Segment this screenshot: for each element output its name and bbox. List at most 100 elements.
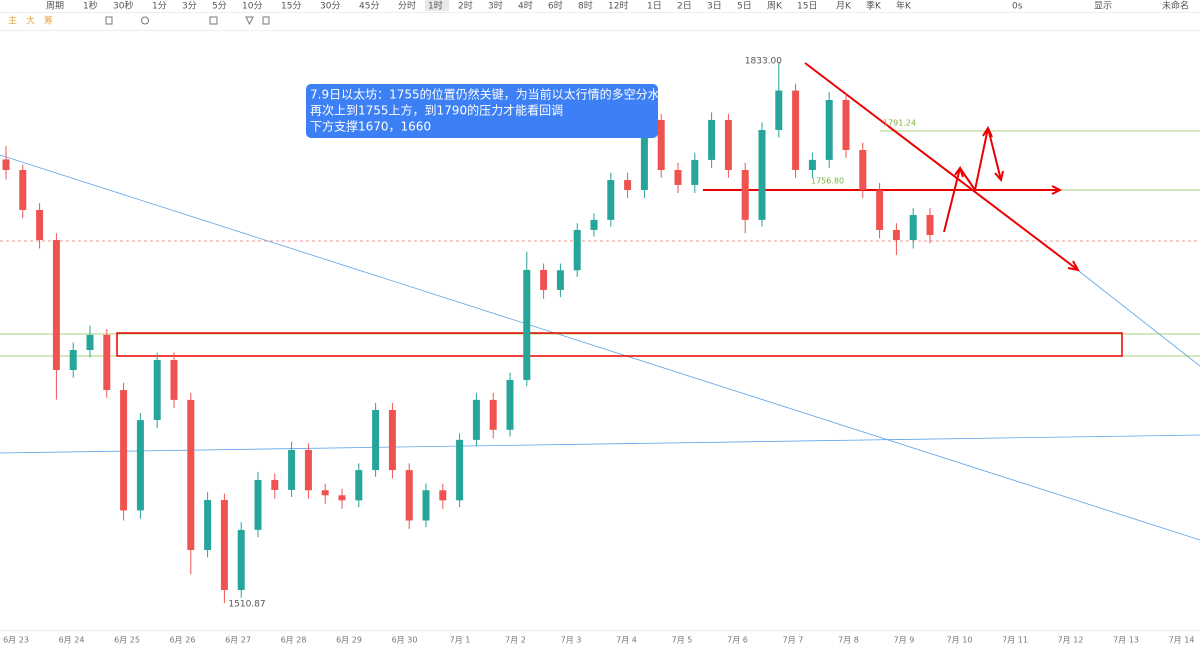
candle-body [624, 180, 632, 190]
interval-button[interactable]: 6时 [548, 0, 563, 12]
low-label: 1510.87 [228, 600, 265, 610]
candle-body [103, 334, 111, 390]
candle-body [204, 499, 212, 551]
interval-button[interactable]: 1日 [647, 1, 662, 12]
candle-body [456, 439, 464, 501]
candle-body [355, 470, 363, 501]
interval-button[interactable]: 5日 [737, 1, 752, 12]
tool-icon[interactable] [209, 16, 218, 25]
candle-body [19, 169, 27, 210]
trend-line [0, 434, 1200, 454]
candle-body [52, 240, 60, 371]
interval-button[interactable]: 季K [866, 0, 882, 12]
interval-button[interactable]: 30分 [320, 1, 340, 12]
interval-button[interactable]: 1分 [152, 1, 167, 12]
candle-body [842, 99, 850, 151]
x-tick-label: 7月 12 [1058, 636, 1084, 645]
candle-body [775, 90, 783, 131]
tab[interactable]: 主 [8, 15, 17, 27]
toolbar-right-item[interactable]: 0s [1012, 2, 1023, 12]
candle-body [170, 359, 178, 400]
interval-button[interactable]: 45分 [359, 1, 379, 12]
toolbar-right-item[interactable]: 未命名 [1162, 0, 1189, 12]
x-tick-label: 7月 11 [1002, 636, 1028, 645]
candle-body [909, 214, 917, 241]
interval-button[interactable]: 5分 [212, 1, 227, 12]
interval-button[interactable]: 30秒 [113, 0, 133, 12]
interval-button[interactable]: 8时 [578, 0, 593, 12]
drawing-tools[interactable] [105, 16, 270, 26]
candle-body [388, 409, 396, 471]
candle-body [439, 490, 447, 501]
interval-button[interactable]: 4时 [518, 0, 533, 12]
x-tick-label: 6月 23 [3, 636, 29, 645]
x-tick-label: 7月 14 [1169, 636, 1195, 645]
interval-button[interactable]: 1时 [428, 0, 443, 12]
candle-body [321, 490, 329, 496]
interval-button[interactable]: 3时 [488, 0, 503, 12]
tool-icon[interactable] [105, 16, 113, 25]
candle-body [741, 169, 749, 220]
candle-body [254, 480, 262, 530]
toolbar-right-item[interactable]: 显示 [1094, 1, 1112, 12]
support-zone [116, 332, 1123, 357]
candle-body [926, 214, 934, 235]
candle-body [237, 529, 245, 591]
candle-body [691, 159, 699, 185]
tab[interactable]: 筹 [44, 15, 53, 27]
resistance-label: 1791.24 [883, 119, 916, 128]
x-tick-label: 6月 30 [392, 636, 418, 645]
arrow [959, 125, 1004, 193]
x-tick-label: 7月 9 [894, 636, 915, 645]
candle-body [372, 409, 380, 471]
period-label[interactable]: 周期 [46, 1, 64, 12]
x-tick-label: 7月 10 [947, 636, 973, 645]
x-tick-label: 6月 29 [336, 636, 362, 645]
interval-button[interactable]: 3日 [707, 1, 722, 12]
interval-button[interactable]: 年K [896, 0, 912, 12]
candle-body [405, 470, 413, 521]
x-tick-label: 7月 3 [561, 636, 582, 645]
candle-body [724, 119, 732, 170]
interval-button[interactable]: 3分 [182, 1, 197, 12]
x-tick-label: 7月 2 [505, 636, 526, 645]
red-arrows [703, 62, 1080, 272]
tool-icon[interactable] [245, 16, 254, 26]
candle-body [69, 350, 77, 371]
x-tick-label: 6月 28 [281, 636, 307, 645]
tool-icon[interactable] [141, 16, 149, 25]
interval-button[interactable]: 12时 [608, 0, 628, 12]
interval-button[interactable]: 15日 [797, 1, 817, 12]
candle-body [607, 180, 615, 220]
candle-body [808, 159, 816, 170]
tool-icon[interactable] [262, 16, 270, 25]
x-tick-label: 7月 4 [616, 636, 637, 645]
candle-body [573, 229, 581, 271]
interval-button[interactable]: 10分 [242, 1, 262, 12]
candle-body [708, 119, 716, 160]
tab[interactable]: 大 [26, 15, 35, 27]
trend-line [0, 154, 1200, 541]
interval-button[interactable]: 分时 [398, 0, 416, 12]
candle-body [304, 449, 312, 491]
interval-button[interactable]: 1秒 [83, 0, 98, 12]
interval-button[interactable]: 月K [836, 1, 852, 12]
candle-body [523, 269, 531, 380]
interval-button[interactable]: 2时 [458, 0, 473, 12]
price-lines [0, 62, 1200, 541]
interval-button[interactable]: 2日 [677, 1, 692, 12]
x-tick-label: 7月 8 [838, 636, 859, 645]
candle-body [136, 420, 144, 511]
candle-body [472, 399, 480, 440]
candle-body [506, 379, 514, 430]
x-tick-label: 6月 27 [225, 636, 251, 645]
interval-button[interactable]: 周K [767, 1, 783, 12]
interval-button[interactable]: 15分 [281, 1, 301, 12]
candle-body [120, 389, 128, 511]
candle-body [859, 150, 867, 190]
candle-body [876, 189, 884, 230]
candle-body [288, 449, 296, 490]
candles [2, 62, 934, 603]
x-tick-label: 7月 5 [672, 636, 693, 645]
